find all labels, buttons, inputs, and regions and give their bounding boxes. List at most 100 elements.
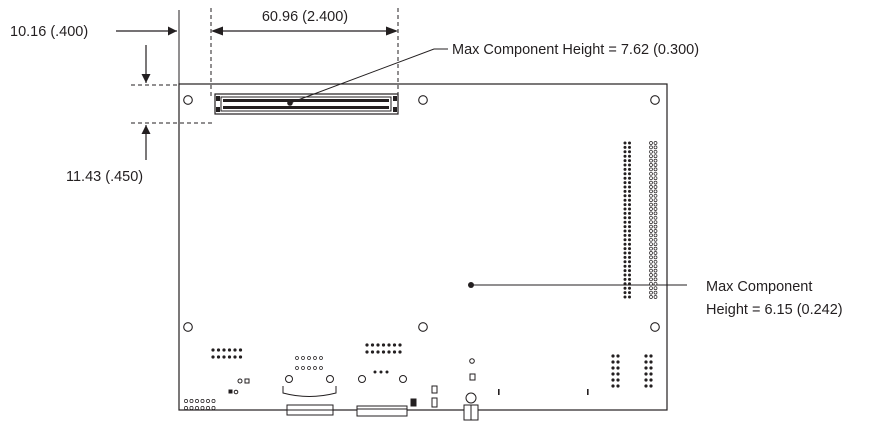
pin	[653, 163, 658, 167]
pin	[649, 360, 653, 364]
pin	[653, 246, 658, 251]
pin	[649, 281, 653, 286]
pin	[653, 295, 658, 299]
pin	[184, 399, 188, 403]
pin	[649, 251, 653, 255]
pin	[628, 159, 631, 163]
pin	[653, 224, 658, 229]
pin	[616, 372, 620, 376]
board-height-label-line2: Height = 6.15 (0.242)	[706, 302, 843, 318]
pin	[628, 291, 631, 295]
pin	[376, 350, 380, 354]
pin	[628, 225, 631, 229]
connector-width-label: 60.96 (2.400)	[262, 9, 348, 25]
pin	[295, 366, 299, 370]
pin	[381, 343, 386, 347]
pin	[653, 193, 658, 198]
pin	[222, 348, 226, 352]
pin	[628, 282, 631, 286]
pin	[653, 229, 658, 233]
pin	[628, 260, 631, 264]
pin	[628, 216, 631, 220]
pin	[649, 167, 653, 172]
pin	[649, 215, 653, 220]
edge-offset-label: 10.16 (.400)	[10, 24, 88, 40]
pin	[628, 255, 631, 259]
pin	[628, 211, 631, 215]
pin	[319, 356, 323, 360]
pin	[227, 348, 232, 352]
pin	[616, 354, 620, 358]
pin	[628, 163, 631, 167]
pin	[200, 406, 205, 410]
pin	[649, 198, 653, 203]
mounting-hole	[418, 322, 428, 332]
pin	[649, 141, 653, 145]
pin	[623, 269, 627, 273]
pin	[387, 343, 391, 347]
pin	[295, 356, 299, 360]
pin	[653, 268, 658, 273]
pin	[611, 354, 615, 358]
connector-offset-dimension: 11.43 (.450)	[66, 45, 214, 185]
pin	[628, 203, 631, 207]
pin	[628, 286, 631, 290]
pin	[649, 163, 653, 167]
pin	[653, 154, 658, 159]
pin	[653, 264, 658, 269]
pin	[313, 356, 317, 360]
pin	[319, 366, 323, 370]
pin	[616, 378, 620, 382]
pin	[628, 238, 631, 242]
pin	[301, 366, 305, 370]
mounting-hole	[183, 322, 193, 332]
pin	[628, 229, 631, 233]
pin	[195, 406, 199, 410]
pin	[653, 237, 658, 242]
pin	[628, 185, 631, 189]
pin	[398, 343, 402, 347]
pin	[623, 247, 627, 251]
pin	[611, 360, 615, 364]
connector-width-dimension: 60.96 (2.400)	[210, 8, 399, 96]
pin	[649, 268, 653, 273]
pin	[313, 366, 317, 370]
pin	[649, 237, 653, 242]
pin	[195, 399, 199, 403]
pin	[653, 215, 658, 220]
pin	[653, 202, 658, 207]
pin	[238, 355, 243, 359]
pin	[628, 264, 631, 268]
pin	[628, 251, 631, 255]
pin	[628, 273, 631, 277]
pin	[184, 406, 188, 410]
pin	[653, 185, 658, 189]
pin	[623, 189, 627, 193]
pin	[649, 149, 653, 154]
pin	[611, 366, 615, 370]
pin	[649, 145, 653, 150]
pin	[628, 181, 631, 185]
pin	[616, 366, 620, 370]
pin	[238, 348, 243, 352]
pin	[623, 242, 627, 246]
pin	[623, 194, 627, 198]
pin	[381, 350, 386, 354]
connector-height-callout: Max Component Height = 7.62 (0.300)	[287, 42, 699, 106]
pin	[653, 259, 658, 264]
pin	[233, 355, 237, 359]
pin	[628, 198, 631, 202]
pin	[379, 370, 383, 374]
pin	[376, 343, 380, 347]
pin	[623, 176, 627, 180]
pin	[211, 406, 216, 410]
pin	[623, 198, 627, 202]
pin	[623, 260, 627, 264]
pin	[644, 360, 648, 364]
pin	[653, 145, 658, 150]
pin	[649, 233, 653, 238]
pin	[623, 181, 627, 185]
pin	[653, 286, 658, 291]
bottom-components	[228, 358, 589, 421]
